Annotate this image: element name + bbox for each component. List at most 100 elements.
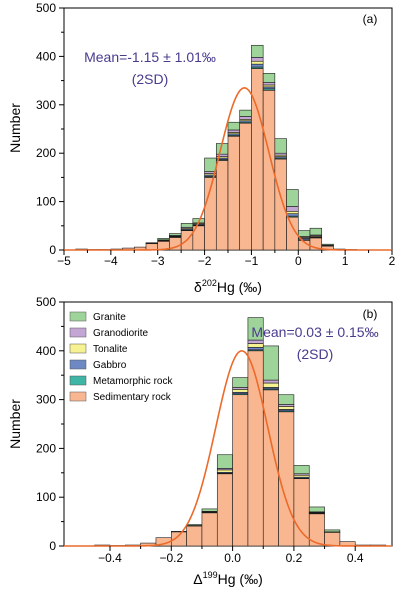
y-tick-label: 300 [36,98,56,112]
bar-10-sedimentary-rock [247,350,264,547]
bar-12-sedimentary-rock [215,160,229,251]
bar-18-granite [286,189,299,207]
y-tick-label: 0 [49,243,56,257]
legend-label-granodiorite: Granodiorite [93,328,148,339]
bar-14-granite [308,506,325,513]
panel-label: (a) [363,12,378,26]
bar-14-sedimentary-rock [239,122,252,251]
legend-swatch-sedimentary-rock [69,391,87,402]
y-tick-label: 400 [36,344,56,358]
bar-8-granite [216,454,233,469]
bar-8-sedimentary-rock [216,473,233,547]
sd-annotation: (2SD) [297,346,334,362]
bar-15-sedimentary-rock [324,532,341,547]
x-tick-label: 0.4 [347,551,364,565]
x-tick-label: 0 [295,254,302,268]
bar-11-granodiorite [262,379,279,384]
bar-21-granite [321,243,334,246]
bar-14-granodiorite [239,116,252,120]
y-tick-label: 100 [36,490,56,504]
legend-label-sedimentary-rock: Sedimentary rock [93,392,172,403]
chart-panel-1: 0 100 200 300 400 500 −5 −4 −3 −2 −1 0 1 2 δ202Hg (‰) N… [7,1,396,295]
bar-6-granite [186,524,203,526]
gaussian-fit-curve [64,350,392,547]
bar-12-granite [278,394,295,405]
bar-8-granite [169,233,182,236]
sd-annotation: (2SD) [132,71,169,87]
bar-16-granite [262,73,276,83]
bar-15-sedimentary-rock [251,68,264,251]
x-tick-label: −3 [151,254,165,268]
bar-13-granodiorite [227,129,241,133]
bar-16-granodiorite [262,82,276,86]
bar-18-tonalite [286,210,299,214]
legend-label-metamorphic-rock: Metamorphic rock [93,376,173,387]
y-axis-label: Number [7,103,23,153]
bar-9-tonalite [232,389,249,393]
panel-label: (b) [363,307,378,321]
y-tick-label: 0 [49,539,56,553]
y-tick-label: 300 [36,393,56,407]
legend-swatch-tonalite [69,343,87,354]
y-tick-label: 500 [36,1,56,15]
y-tick-label: 500 [36,295,56,309]
x-tick-label: −2 [198,254,212,268]
legend-swatch-metamorphic-rock [69,375,87,386]
x-axis-label-prefix: Δ [193,571,202,587]
x-tick-label: 0.0 [224,551,241,565]
x-tick-label: −4 [104,254,118,268]
bar-12-granodiorite [215,153,229,157]
bar-17-granite [274,138,287,154]
x-tick-label: 0.2 [286,551,303,565]
bar-15-gabbro [251,63,264,68]
bar-13-granite [293,465,310,475]
y-tick-label: 100 [36,195,56,209]
x-tick-label: −1 [245,254,259,268]
bar-10-gabbro [247,347,264,351]
bar-17-sedimentary-rock [274,158,287,251]
bar-14-granite [239,109,252,117]
bar-7-granite [157,238,170,241]
bar-13-granite [227,121,241,131]
legend-swatch-gabbro [69,359,87,370]
bar-7-granite [201,508,218,512]
bar-11-granite [262,345,279,381]
bar-9-granite [180,223,194,228]
bar-12-sedimentary-rock [278,411,295,547]
mean-annotation: Mean=0.03 ± 0.15‰ [251,324,378,340]
bar-11-tonalite [262,382,279,388]
bar-11-granite [204,157,217,172]
legend-label-granite: Granite [93,312,126,323]
bar-13-sedimentary-rock [293,478,310,547]
x-tick-label: 2 [389,254,396,268]
bar-15-granite [251,44,264,58]
bar-6-sedimentary-rock [186,525,203,547]
bar-9-sedimentary-rock [232,394,249,547]
bar-10-tonalite [247,343,264,348]
x-tick-label: −5 [57,254,71,268]
y-tick-label: 200 [36,146,56,160]
x-axis-label-superscript: 199 [203,570,218,580]
legend-swatch-granodiorite [69,327,87,338]
legend-label-gabbro: Gabbro [93,360,127,371]
bar-15-granite [324,529,341,533]
bar-18-granodiorite [286,206,299,212]
x-axis-label-prefix: δ [194,279,202,295]
bar-7-sedimentary-rock [201,512,218,547]
mean-annotation: Mean=-1.15 ± 1.01‰ [84,49,216,65]
x-axis-label: δ202Hg (‰) [194,278,262,295]
x-tick-label: 1 [342,254,349,268]
legend-swatch-granite [69,311,87,322]
x-axis-label-superscript: 202 [202,278,217,288]
chart-panel-2: 0 100 200 300 400 500 −0.4 −0.2 0.0 0.2 0.4 Δ199Hg … [7,295,393,587]
x-tick-label: −0.4 [98,551,122,565]
gaussian-fit-curve [64,87,392,251]
y-axis-label: Number [7,399,23,449]
bar-8-tonalite [216,469,233,473]
x-axis-label-suffix: Hg (‰) [218,571,263,587]
bar-15-granodiorite [251,57,264,62]
bar-15-tonalite [251,60,264,65]
x-axis-label: Δ199Hg (‰) [193,570,263,587]
bar-19-granite [297,230,311,237]
